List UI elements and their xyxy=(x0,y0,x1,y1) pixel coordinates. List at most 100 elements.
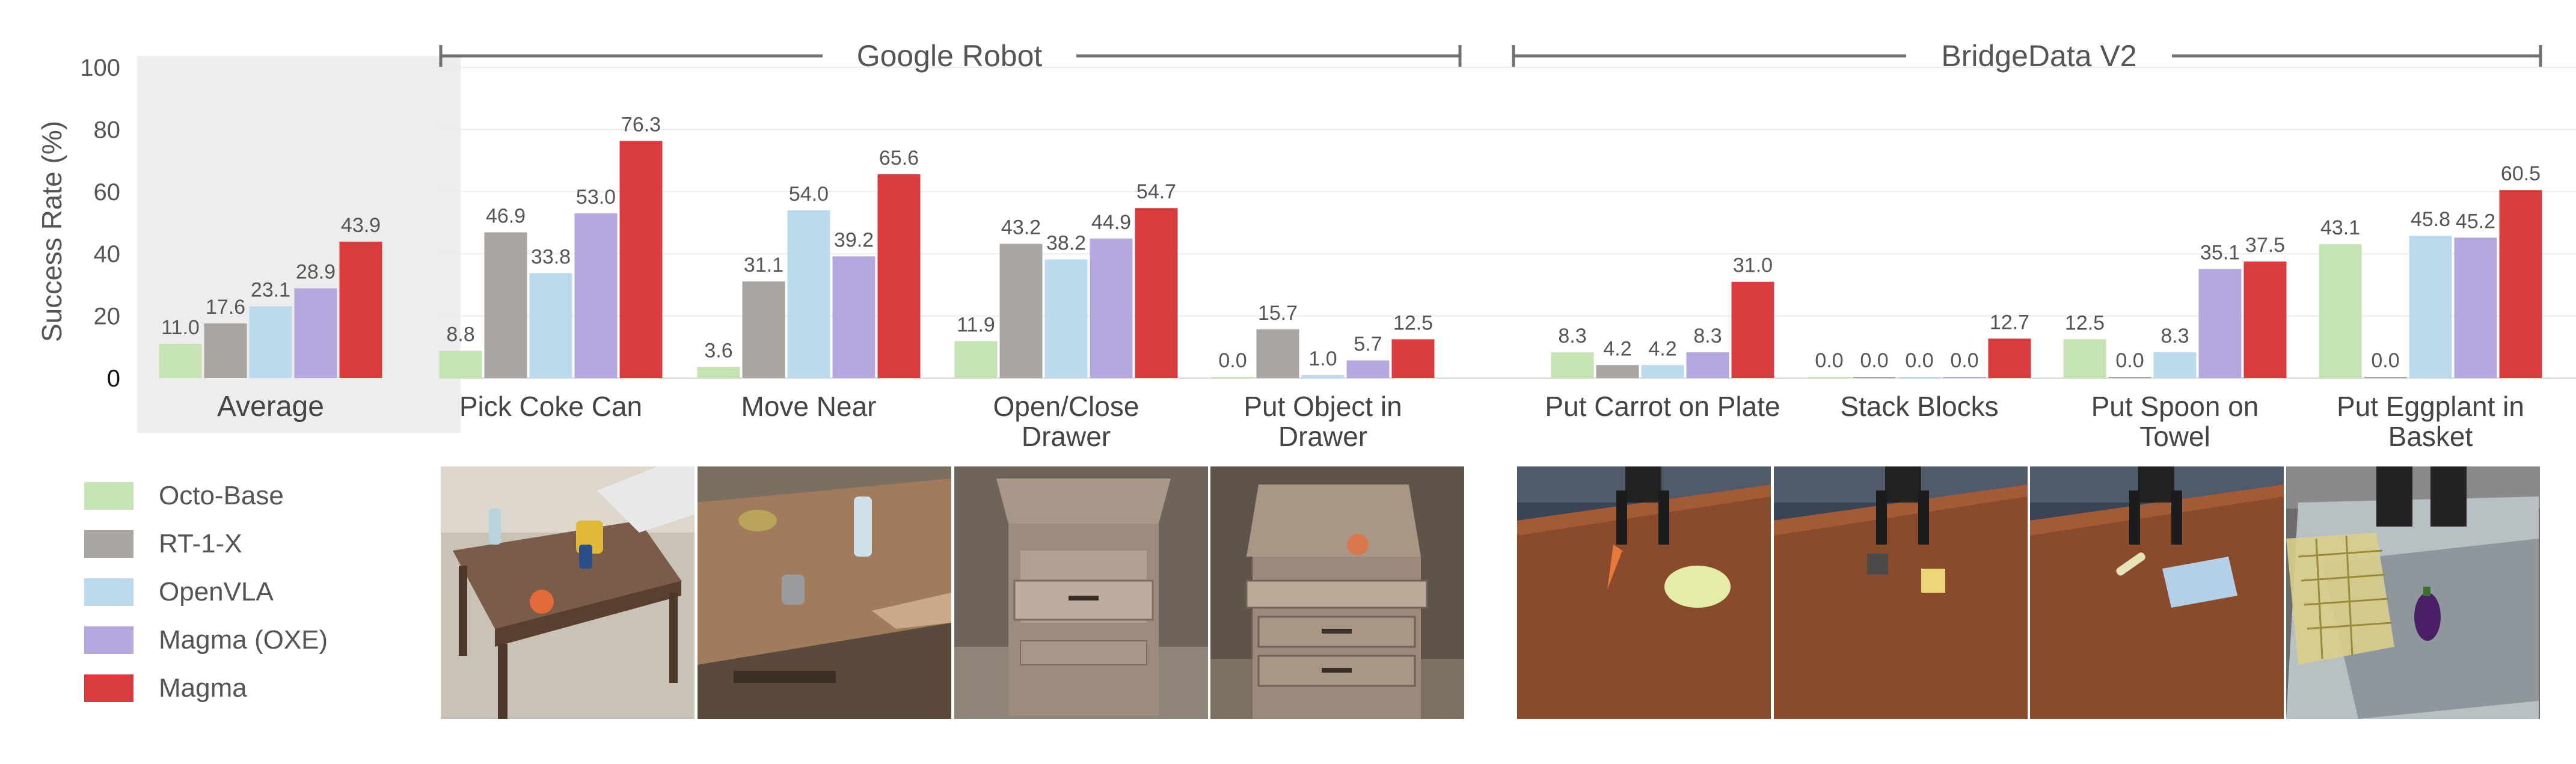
photo-open-close-drawer xyxy=(954,466,1208,719)
task-pick-coke-can-value-label: 8.8 xyxy=(446,323,474,346)
task-stack-blocks-bar-octo-base xyxy=(1808,377,1851,378)
photo-pick-coke-can xyxy=(441,466,695,719)
task-put-carrot-on-plate-value-label: 4.2 xyxy=(1648,337,1676,360)
task-pick-coke-can-value-label: 76.3 xyxy=(621,114,661,136)
task-pick-coke-can-bar-rt-1-x xyxy=(484,232,527,378)
legend-label: Magma (OXE) xyxy=(159,625,328,655)
task-put-object-in-drawer-value-label: 12.5 xyxy=(1393,311,1433,334)
legend-label: Octo-Base xyxy=(159,481,284,510)
task-move-near-label: Move Near xyxy=(741,391,877,422)
average-value-label: 17.6 xyxy=(206,296,245,319)
task-put-object-in-drawer-value-label: 15.7 xyxy=(1258,302,1298,325)
task-put-spoon-on-towel-value-label: 8.3 xyxy=(2160,325,2189,347)
photo-move-near xyxy=(698,466,951,719)
task-put-object-in-drawer-bar-rt-1-x xyxy=(1256,329,1299,378)
task-pick-coke-can-value-label: 46.9 xyxy=(486,205,526,228)
y-tick-label: 100 xyxy=(80,55,120,81)
task-open-close-drawer-value-label: 11.9 xyxy=(957,313,995,336)
task-move-near-value-label: 3.6 xyxy=(704,339,732,362)
bars xyxy=(159,141,2542,379)
task-move-near-bar-octo-base xyxy=(697,367,740,378)
task-put-spoon-on-towel-label: Put Spoon on xyxy=(2091,391,2259,422)
average-bar-magma-oxe- xyxy=(294,288,337,378)
task-open-close-drawer-bar-openvla xyxy=(1044,259,1088,378)
legend-swatch xyxy=(84,674,133,702)
y-tick-label: 60 xyxy=(94,179,121,206)
average-value-label: 11.0 xyxy=(161,316,200,339)
task-put-object-in-drawer-value-label: 0.0 xyxy=(1218,349,1247,372)
task-open-close-drawer-bar-magma xyxy=(1135,208,1178,378)
task-stack-blocks-value-label: 0.0 xyxy=(1905,349,1933,372)
legend-swatch xyxy=(84,626,133,654)
legend-item: Octo-Base xyxy=(84,472,328,520)
task-put-carrot-on-plate-bar-magma-oxe- xyxy=(1686,352,1729,378)
task-put-spoon-on-towel-label: Towel xyxy=(2139,421,2210,452)
task-put-eggplant-in-basket-bar-openvla xyxy=(2409,236,2452,378)
task-put-eggplant-in-basket-bar-octo-base xyxy=(2319,244,2362,378)
task-put-eggplant-in-basket-value-label: 43.1 xyxy=(2320,216,2360,239)
y-tick-label: 0 xyxy=(107,365,120,392)
task-open-close-drawer-value-label: 38.2 xyxy=(1046,232,1086,255)
task-put-carrot-on-plate-bar-magma xyxy=(1731,281,1774,378)
task-put-spoon-on-towel-bar-magma-oxe- xyxy=(2198,269,2242,378)
task-open-close-drawer-value-label: 54.7 xyxy=(1136,180,1176,203)
legend-swatch xyxy=(84,530,133,558)
legend-item: Magma (OXE) xyxy=(84,616,328,664)
legend-item: Magma xyxy=(84,664,328,712)
task-pick-coke-can-bar-octo-base xyxy=(439,350,482,378)
photo-put-eggplant-in-basket xyxy=(2286,466,2540,719)
task-open-close-drawer-bar-magma-oxe- xyxy=(1090,238,1133,378)
average-value-label: 43.9 xyxy=(341,214,381,237)
task-move-near-bar-magma-oxe- xyxy=(832,256,876,378)
value-labels: 11.0 17.6 23.1 28.9 43.9 8.8 46.933.8 53.0 76.3 3… xyxy=(161,114,2541,372)
task-open-close-drawer-value-label: 43.2 xyxy=(1001,216,1041,239)
task-put-spoon-on-towel-value-label: 37.5 xyxy=(2245,234,2285,257)
average-bar-magma xyxy=(339,242,382,378)
y-tick-label: 20 xyxy=(94,304,121,330)
task-put-eggplant-in-basket-label: Put Eggplant in xyxy=(2337,391,2524,422)
task-stack-blocks-value-label: 12.7 xyxy=(1990,311,2029,334)
task-open-close-drawer-bar-octo-base xyxy=(954,341,998,378)
photo-put-carrot-on-plate xyxy=(1517,466,1771,719)
task-put-spoon-on-towel-bar-openvla xyxy=(2153,352,2197,378)
task-put-carrot-on-plate-value-label: 31.0 xyxy=(1733,254,1773,277)
average-bar-rt-1-x xyxy=(204,323,247,378)
task-pick-coke-can-bar-openvla xyxy=(529,273,572,378)
task-stack-blocks-label: Stack Blocks xyxy=(1840,391,1998,422)
task-put-carrot-on-plate-bar-openvla xyxy=(1641,365,1684,378)
task-put-object-in-drawer-value-label: 1.0 xyxy=(1308,347,1337,370)
average-label: Average xyxy=(217,391,324,423)
y-axis-label: Success Rate (%) xyxy=(36,121,67,342)
task-put-spoon-on-towel-value-label: 12.5 xyxy=(2065,311,2105,334)
y-tick-label: 40 xyxy=(94,241,121,267)
task-move-near-bar-openvla xyxy=(787,210,830,378)
task-move-near-bar-rt-1-x xyxy=(742,281,785,378)
average-value-label: 28.9 xyxy=(296,261,336,284)
photo-put-spoon-on-towel xyxy=(2030,466,2284,719)
photo-stack-blocks xyxy=(1774,466,2028,719)
task-put-eggplant-in-basket-label: Basket xyxy=(2388,421,2473,452)
task-put-carrot-on-plate-label: Put Carrot on Plate xyxy=(1545,391,1780,422)
average-bar-octo-base xyxy=(159,344,202,378)
bracket-google-robot-title: Google Robot xyxy=(857,39,1043,73)
task-put-carrot-on-plate-value-label: 4.2 xyxy=(1603,337,1631,360)
group-brackets: Google Robot BridgeData V2 xyxy=(439,39,2542,73)
task-put-carrot-on-plate-value-label: 8.3 xyxy=(1558,325,1586,347)
task-move-near-value-label: 31.1 xyxy=(744,254,784,277)
task-put-carrot-on-plate-value-label: 8.3 xyxy=(1693,325,1722,347)
task-open-close-drawer-label: Drawer xyxy=(1022,421,1111,452)
task-put-eggplant-in-basket-bar-magma-oxe- xyxy=(2454,237,2497,378)
task-stack-blocks-bar-openvla xyxy=(1898,377,1941,378)
task-move-near-value-label: 65.6 xyxy=(879,147,919,170)
task-put-carrot-on-plate-bar-octo-base xyxy=(1551,352,1594,378)
task-open-close-drawer-value-label: 44.9 xyxy=(1091,211,1131,234)
y-axis-ticks: 0 20 40 60 80 100 xyxy=(80,55,120,392)
legend: Octo-Base RT-1-X OpenVLA Magma (OXE) Magma xyxy=(84,472,328,712)
legend-label: Magma xyxy=(159,673,247,703)
category-labels: Average Pick Coke Can Move Near Open/CloseD… xyxy=(217,391,2524,452)
task-stack-blocks-bar-magma xyxy=(1988,338,2031,378)
task-put-eggplant-in-basket-bar-magma xyxy=(2499,190,2542,378)
y-tick-label: 80 xyxy=(94,117,121,143)
task-put-eggplant-in-basket-value-label: 45.8 xyxy=(2411,208,2450,231)
task-pick-coke-can-bar-magma xyxy=(619,141,663,379)
